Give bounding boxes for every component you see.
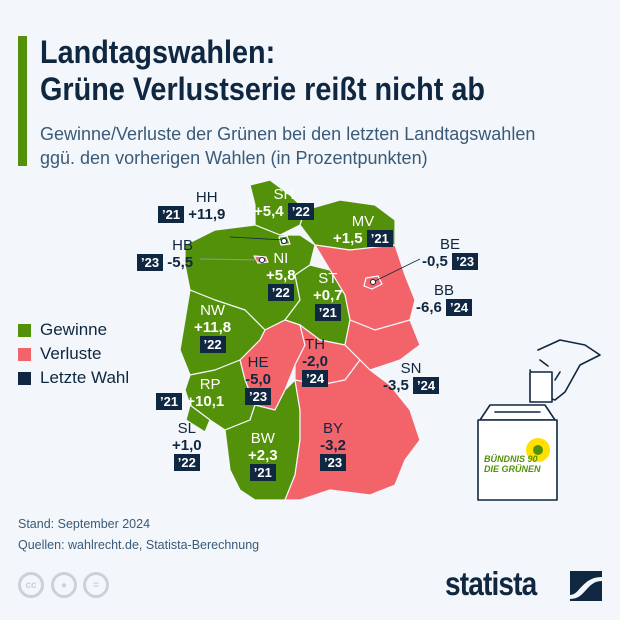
party-logo-line-1: BÜNDNIS 90 — [484, 454, 538, 464]
statista-logo[interactable]: statista — [445, 565, 537, 603]
code: BW — [250, 430, 275, 447]
label-HB: HB ’23 -5,5 — [137, 237, 193, 271]
legend-loss-label: Verluste — [40, 344, 102, 363]
label-MV: MV +1,5 ’21 — [333, 213, 393, 247]
statista-wordmark: statista — [445, 565, 537, 602]
value: +1,0 — [172, 437, 202, 454]
value: -5,5 — [167, 254, 194, 271]
be-leader-line — [372, 258, 421, 283]
code: HB — [172, 237, 193, 254]
code: NI — [273, 250, 289, 267]
stand-date: Stand: September 2024 — [18, 517, 151, 531]
label-NW: NW +11,8’22 — [194, 302, 231, 353]
code: RP — [199, 376, 221, 393]
legend-loss: Verluste — [18, 342, 129, 366]
year-badge: ’21 — [158, 206, 185, 223]
year-badge: ’23 — [137, 254, 164, 271]
code: TH — [305, 336, 326, 353]
hb-marker — [259, 257, 265, 263]
label-BE: BE -0,5 ’23 — [422, 236, 479, 270]
hh-marker — [281, 238, 287, 244]
legend-last-label: Letzte Wahl — [40, 368, 130, 387]
hb-leader-line — [199, 258, 263, 261]
accent-bar — [18, 36, 27, 166]
year-badge: ’24 — [446, 299, 473, 316]
label-ST: ST +0,7’21 — [313, 270, 343, 321]
year-badge: ’22 — [199, 336, 226, 353]
year-badge: ’21 — [314, 304, 341, 321]
party-logo-line-2: DIE GRÜNEN — [484, 464, 541, 474]
code: BE — [440, 236, 461, 253]
year-badge: ’24 — [413, 377, 440, 394]
year-badge: ’21 — [366, 230, 393, 247]
year-badge: ’23 — [452, 253, 479, 270]
title-line-1: Landtagswahlen: — [40, 34, 276, 70]
title-line-2: Grüne Verlustserie reißt nicht ab — [40, 71, 485, 107]
legend-gain: Gewinne — [18, 318, 129, 342]
value: -6,6 — [416, 299, 442, 316]
value: -5,0 — [245, 371, 271, 388]
code: SL — [177, 420, 196, 437]
year-badge: ’21 — [156, 393, 183, 410]
attribution-icon[interactable]: ● — [51, 572, 77, 598]
subtitle: Gewinne/Verluste der Grünen bei den letz… — [40, 122, 535, 170]
no-derivatives-icon[interactable]: = — [83, 572, 109, 598]
value: +5,4 — [254, 203, 284, 220]
label-SN: SN -3,5 ’24 — [383, 360, 440, 394]
state-BY — [284, 359, 421, 501]
page-title: Landtagswahlen: Grüne Verlustserie reißt… — [40, 34, 485, 108]
party-logo: BÜNDNIS 90 DIE GRÜNEN — [484, 454, 541, 474]
year-badge: ’22 — [287, 203, 314, 220]
label-SH: SH +5,4 ’22 — [254, 186, 314, 220]
label-NI: NI +5,8’22 — [266, 250, 296, 301]
label-BY: BY -3,2’23 — [320, 420, 347, 471]
subtitle-line-1: Gewinne/Verluste der Grünen bei den letz… — [40, 124, 536, 144]
year-badge: ’22 — [267, 284, 294, 301]
label-BB: BB -6,6 ’24 — [416, 282, 473, 316]
statista-logo-icon — [570, 571, 602, 601]
year-badge: ’24 — [302, 370, 329, 387]
state-SL — [185, 404, 211, 433]
code: HH — [195, 189, 218, 206]
hh-leader-line — [229, 236, 285, 241]
label-HH: HH ’21 +11,9 — [158, 189, 225, 223]
code: MV — [351, 213, 375, 230]
year-badge: ’23 — [245, 388, 272, 405]
value: -0,5 — [422, 253, 448, 270]
year-badge: ’23 — [320, 454, 347, 471]
value: -3,2 — [320, 437, 346, 454]
value: +11,8 — [194, 319, 232, 336]
year-badge: ’21 — [249, 464, 276, 481]
code: NW — [200, 302, 226, 319]
legend-last: Letzte Wahl — [18, 366, 129, 390]
year-badge: ’22 — [173, 454, 200, 471]
code: BB — [434, 282, 455, 299]
label-TH: TH -2,0’24 — [302, 336, 329, 387]
value: +5,8 — [266, 267, 296, 284]
cc-icon[interactable]: cc — [18, 572, 44, 598]
label-RP: RP ’21 +10,1 — [156, 376, 224, 410]
value: +2,3 — [248, 447, 278, 464]
value: -3,5 — [383, 377, 409, 394]
code: SH — [273, 186, 295, 203]
legend-gain-label: Gewinne — [40, 320, 108, 339]
legend: Gewinne Verluste Letzte Wahl — [18, 318, 129, 390]
code: HE — [247, 354, 269, 371]
code: BY — [323, 420, 344, 437]
value: +11,9 — [188, 206, 226, 223]
code: ST — [318, 270, 338, 287]
subtitle-line-2: ggü. den vorherigen Wahlen (in Prozentpu… — [40, 148, 428, 168]
value: +1,5 — [333, 230, 363, 247]
label-BW: BW +2,3’21 — [248, 430, 278, 481]
code: SN — [400, 360, 422, 377]
value: +0,7 — [313, 287, 343, 304]
value: +10,1 — [186, 393, 225, 410]
label-HE: HE -5,0’23 — [245, 354, 272, 405]
value: -2,0 — [302, 353, 328, 370]
sources: Quellen: wahlrecht.de, Statista-Berechnu… — [18, 538, 260, 552]
label-SL: SL +1,0’22 — [172, 420, 202, 471]
be-marker — [370, 279, 376, 285]
